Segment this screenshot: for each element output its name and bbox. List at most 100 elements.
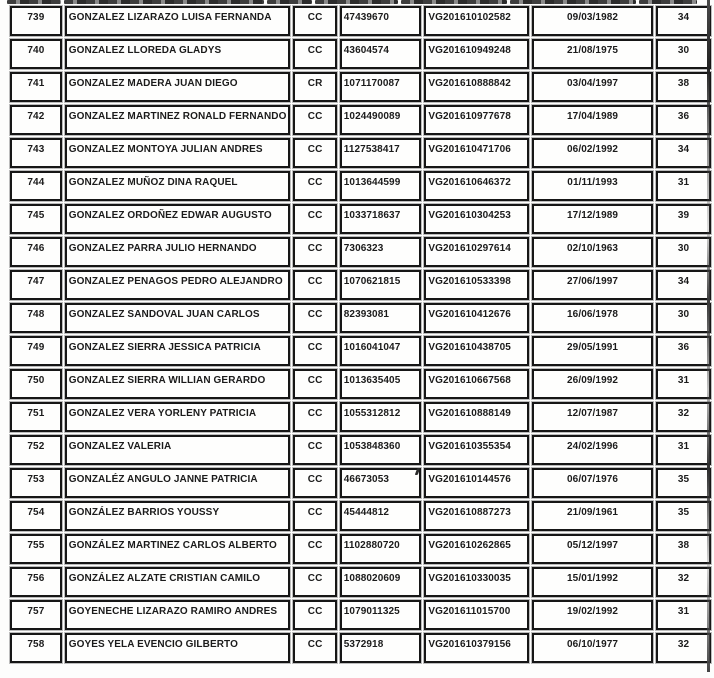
cell-doc_type: CC: [293, 468, 337, 498]
cell-name: GONZALEZ LLOREDA GLADYS: [64, 39, 291, 69]
cell-name: GONZALEZ ORDOÑEZ EDWAR AUGUSTO: [64, 204, 291, 234]
cell-name: GONZALEZ MONTOYA JULIAN ANDRES: [64, 138, 291, 168]
cell-date: 12/07/1987: [532, 402, 653, 432]
table-row: 739 GONZALEZ LIZARAZO LUISA FERNANDA CC 474…: [10, 6, 711, 36]
cell-code: VG201610412676: [424, 303, 530, 333]
cell-doc_number: 1071170087: [339, 72, 422, 102]
cell-num: 757: [10, 600, 62, 630]
cell-age: 36: [655, 105, 711, 135]
table-body: 739 GONZALEZ LIZARAZO LUISA FERNANDA CC 474…: [10, 6, 711, 663]
cell-doc_type: CC: [293, 633, 337, 663]
cell-doc_type: CC: [293, 204, 337, 234]
cell-age: 34: [655, 6, 711, 36]
cell-doc_type: CC: [293, 567, 337, 597]
cell-code: VG201610262865: [424, 534, 530, 564]
cell-doc_number: 1088020609: [339, 567, 422, 597]
cell-doc_type: CC: [293, 336, 337, 366]
cell-code: VG201611015700: [424, 600, 530, 630]
cell-name: GONZÁLEZ MARTINEZ CARLOS ALBERTO: [64, 534, 291, 564]
cell-date: 27/06/1997: [532, 270, 653, 300]
cell-doc_type: CC: [293, 39, 337, 69]
cell-code: VG201610887273: [424, 501, 530, 531]
cell-doc_type: CC: [293, 105, 337, 135]
cell-age: 32: [655, 402, 711, 432]
table-row: 755 GONZÁLEZ MARTINEZ CARLOS ALBERTO CC 110…: [10, 534, 711, 564]
cell-date: 21/08/1975: [532, 39, 653, 69]
table-row: 743 GONZALEZ MONTOYA JULIAN ANDRES CC 11275…: [10, 138, 711, 168]
remnant-segment: [401, 0, 507, 4]
cell-doc_number: 1102880720: [339, 534, 422, 564]
cut-off-row-remnant: [7, 0, 697, 4]
cell-code: VG201610949248: [424, 39, 530, 69]
cell-date: 06/10/1977: [532, 633, 653, 663]
cell-date: 29/05/1991: [532, 336, 653, 366]
cell-date: 05/12/1997: [532, 534, 653, 564]
cell-date: 15/01/1992: [532, 567, 653, 597]
cell-name: GONZALEZ MARTINEZ RONALD FERNANDO: [64, 105, 291, 135]
records-table: 739 GONZALEZ LIZARAZO LUISA FERNANDA CC 474…: [7, 3, 714, 666]
cell-age: 31: [655, 369, 711, 399]
cell-doc_number: 1053848360: [339, 435, 422, 465]
cell-code: VG201610304253: [424, 204, 530, 234]
cell-age: 34: [655, 270, 711, 300]
table-row: 754 GONZÁLEZ BARRIOS YOUSSY CC 45444812 VG20…: [10, 501, 711, 531]
cell-name: GONZALEZ SIERRA WILLIAN GERARDO: [64, 369, 291, 399]
scan-right-border-artifact: [707, 0, 710, 672]
table-row: 745 GONZALEZ ORDOÑEZ EDWAR AUGUSTO CC 10337…: [10, 204, 711, 234]
cell-date: 24/02/1996: [532, 435, 653, 465]
cell-name: GONZALEZ SIERRA JESSICA PATRICIA: [64, 336, 291, 366]
cell-code: VG201610471706: [424, 138, 530, 168]
cell-date: 03/04/1997: [532, 72, 653, 102]
cell-code: VG201610330035: [424, 567, 530, 597]
cell-name: GONZALEZ VERA YORLENY PATRICIA: [64, 402, 291, 432]
cell-date: 21/09/1961: [532, 501, 653, 531]
cell-doc_type: CC: [293, 138, 337, 168]
cell-doc_number: 1024490089: [339, 105, 422, 135]
cell-code: VG201610379156: [424, 633, 530, 663]
remnant-segment: [267, 0, 312, 4]
cell-doc_type: CC: [293, 6, 337, 36]
cell-num: 750: [10, 369, 62, 399]
cell-doc_type: CC: [293, 303, 337, 333]
cell-code: VG201610355354: [424, 435, 530, 465]
table-row: 742 GONZALEZ MARTINEZ RONALD FERNANDO CC 10…: [10, 105, 711, 135]
cell-age: 30: [655, 303, 711, 333]
cell-date: 01/11/1993: [532, 171, 653, 201]
table-row: 753 GONZALÉZ ANGULO JANNE PATRICIA CC 46673…: [10, 468, 711, 498]
cell-date: 17/12/1989: [532, 204, 653, 234]
cell-code: VG201610438705: [424, 336, 530, 366]
cell-code: VG201610888149: [424, 402, 530, 432]
cell-num: 745: [10, 204, 62, 234]
cell-age: 32: [655, 633, 711, 663]
cell-age: 31: [655, 435, 711, 465]
cell-name: GONZÁLEZ ALZATE CRISTIAN CAMILO: [64, 567, 291, 597]
cell-doc_number: 1070621815: [339, 270, 422, 300]
cell-doc_number: 1033718637: [339, 204, 422, 234]
cell-age: 32: [655, 567, 711, 597]
cell-doc_type: CR: [293, 72, 337, 102]
cell-doc_number: 43604574: [339, 39, 422, 69]
cell-age: 36: [655, 336, 711, 366]
cell-name: GONZÁLEZ BARRIOS YOUSSY: [64, 501, 291, 531]
table-row: 746 GONZALEZ PARRA JULIO HERNANDO CC 730632…: [10, 237, 711, 267]
cell-num: 740: [10, 39, 62, 69]
cell-num: 753: [10, 468, 62, 498]
cell-doc_number: 7306323: [339, 237, 422, 267]
table-row: 758 GOYES YELA EVENCIO GILBERTO CC 5372918 V…: [10, 633, 711, 663]
remnant-segment: [510, 0, 636, 4]
cell-age: 38: [655, 72, 711, 102]
cell-age: 30: [655, 39, 711, 69]
cell-doc_number: 1013635405: [339, 369, 422, 399]
cell-num: 743: [10, 138, 62, 168]
remnant-segment: [315, 0, 398, 4]
cell-num: 747: [10, 270, 62, 300]
cell-date: 26/09/1992: [532, 369, 653, 399]
cell-doc_number: 1055312812: [339, 402, 422, 432]
table-row: 757 GOYENECHE LIZARAZO RAMIRO ANDRES CC 107…: [10, 600, 711, 630]
remnant-segment: [639, 0, 697, 4]
table-row: 744 GONZALEZ MUÑOZ DINA RAQUEL CC 101364459…: [10, 171, 711, 201]
table-row: 756 GONZÁLEZ ALZATE CRISTIAN CAMILO CC 1088…: [10, 567, 711, 597]
cell-num: 756: [10, 567, 62, 597]
cell-name: GOYES YELA EVENCIO GILBERTO: [64, 633, 291, 663]
